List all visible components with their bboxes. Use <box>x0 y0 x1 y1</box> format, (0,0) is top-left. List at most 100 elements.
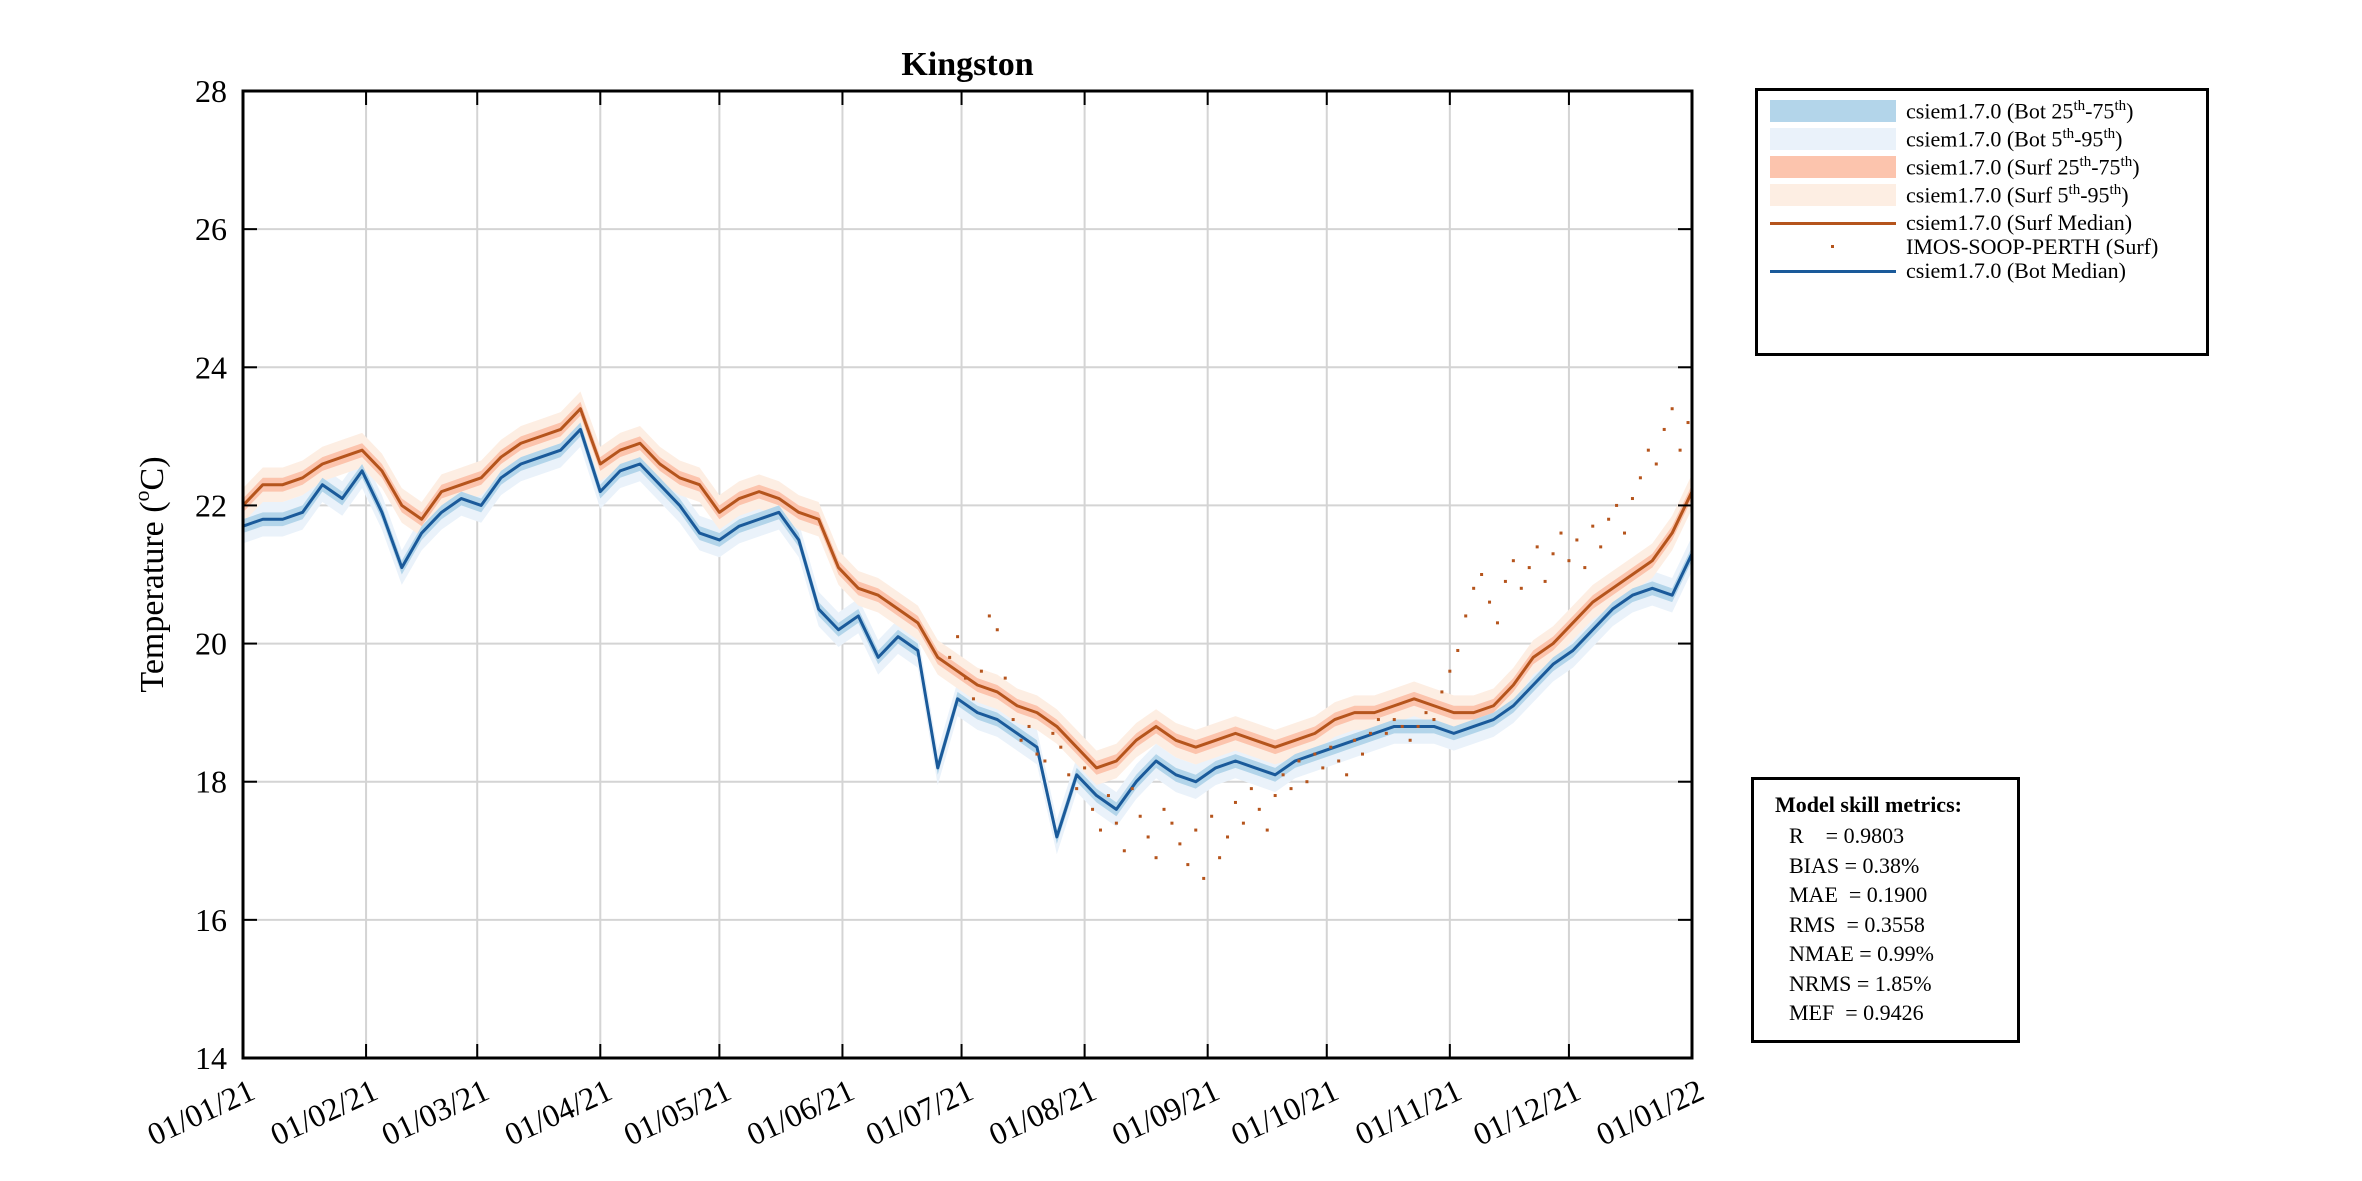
legend: csiem1.7.0 (Bot 25th-75th) csiem1.7.0 (Bo… <box>1755 88 2209 356</box>
axis-ticks: 14 16 18 20 22 24 26 28 01/01/21 01/02/2101/03/21… <box>142 73 1709 1152</box>
observation-point <box>1638 476 1642 480</box>
legend-label: csiem1.7.0 (Surf 5th-95th) <box>1906 182 2129 208</box>
observation-point <box>1591 524 1595 528</box>
legend-label-sup: th <box>2068 182 2081 198</box>
x-tick-label: 01/09/21 <box>1106 1072 1224 1153</box>
observation-point <box>971 697 975 701</box>
skill-metrics-title: Model skill metrics: <box>1775 792 1962 817</box>
observation-point <box>1170 821 1174 825</box>
x-tick-label: 01/07/21 <box>860 1072 978 1153</box>
observation-point <box>1670 407 1674 411</box>
legend-label: csiem1.7.0 (Surf Median) <box>1906 210 2132 236</box>
observation-point <box>1464 614 1468 618</box>
x-tick-label: 01/04/21 <box>499 1072 617 1153</box>
observation-point <box>1559 531 1563 535</box>
observation-point <box>1376 718 1380 722</box>
observation-point <box>1313 752 1317 756</box>
metric-mae: MAE = 0.1900 <box>1789 882 1928 907</box>
observation-point <box>1226 835 1230 839</box>
observation-point <box>1384 731 1388 735</box>
legend-label-mid: -75 <box>2091 154 2121 180</box>
observation-point <box>995 628 999 632</box>
y-axis-label: Temperature (oC) <box>129 456 171 692</box>
observation-point <box>1678 448 1682 452</box>
observation-point <box>1003 676 1007 680</box>
observation-point <box>1265 828 1269 832</box>
observation-point <box>1408 738 1412 742</box>
observation-point <box>1210 814 1214 818</box>
observation-point <box>1218 856 1222 860</box>
metric-nrms: NRMS = 1.85% <box>1789 970 1932 996</box>
observation-point <box>1337 759 1341 763</box>
observation-point <box>1059 745 1063 749</box>
observation-point <box>1019 738 1023 742</box>
x-tick-label: 01/01/21 <box>142 1072 260 1153</box>
observation-point <box>1027 724 1031 728</box>
observation-point <box>1257 807 1261 811</box>
legend-entry: csiem1.7.0 (Bot 5th-95th) <box>1758 123 2206 153</box>
observation-point <box>1249 787 1253 791</box>
legend-entry: csiem1.7.0 (Surf Median) <box>1758 207 2206 237</box>
observation-point <box>1305 780 1309 784</box>
legend-label-sup: th <box>2062 126 2075 142</box>
observation-point <box>1138 814 1142 818</box>
legend-entry: csiem1.7.0 (Surf 25th-75th) <box>1758 151 2206 181</box>
y-axis-label-degree: o <box>129 490 154 501</box>
legend-label-text: csiem1.7.0 (Bot Median) <box>1906 258 2126 283</box>
legend-label-sup: th <box>2073 98 2086 114</box>
x-tick-label: 01/02/21 <box>265 1072 383 1153</box>
legend-label-mid: -75 <box>2085 98 2115 124</box>
observation-point <box>1495 621 1499 625</box>
observation-point <box>948 655 952 659</box>
observation-point <box>1321 766 1325 770</box>
observation-point <box>1233 800 1237 804</box>
observation-point <box>1353 738 1357 742</box>
y-tick-label: 18 <box>195 764 227 800</box>
legend-label: csiem1.7.0 (Bot Median) <box>1906 258 2126 284</box>
y-tick-label: 20 <box>195 626 227 662</box>
series-layer <box>241 391 1694 880</box>
observation-point <box>1186 863 1190 867</box>
legend-entry: csiem1.7.0 (Surf 5th-95th) <box>1758 179 2206 209</box>
observation-point <box>1273 794 1277 798</box>
observation-point <box>1575 538 1579 542</box>
legend-label-text: csiem1.7.0 (Bot 25 <box>1906 98 2074 124</box>
legend-band-swatch <box>1770 184 1896 206</box>
legend-label-sup: th <box>2109 182 2122 198</box>
legend-entry: csiem1.7.0 (Bot Median) <box>1758 255 2206 285</box>
metric-bias: BIAS = 0.38% <box>1789 852 1920 878</box>
observation-point <box>1329 745 1333 749</box>
x-tick-label: 01/01/22 <box>1591 1072 1709 1153</box>
observation-point <box>1289 787 1293 791</box>
observation-point <box>1297 759 1301 763</box>
observation-point <box>1599 545 1603 549</box>
chart-title: Kingston <box>901 46 1033 83</box>
metric-rms: RMS = 0.3558 <box>1789 911 1925 937</box>
x-tick-label: 01/11/21 <box>1350 1072 1467 1152</box>
observation-point <box>1178 842 1182 846</box>
observation-point <box>1456 648 1460 652</box>
legend-label-end: ) <box>2121 182 2129 208</box>
legend-label-text: csiem1.7.0 (Surf 5 <box>1906 182 2069 208</box>
observation-point <box>979 669 983 673</box>
metric-nmae: NMAE = 0.99% <box>1789 941 1935 966</box>
legend-label-text: IMOS-SOOP-PERTH (Surf) <box>1906 234 2159 259</box>
observation-point <box>1543 579 1547 583</box>
observation-point <box>1098 828 1102 832</box>
y-tick-label: 26 <box>195 211 227 247</box>
observation-point <box>1432 718 1436 722</box>
observation-point <box>1654 462 1658 466</box>
observation-point <box>956 635 960 639</box>
observation-point <box>1067 773 1071 777</box>
legend-label-text: csiem1.7.0 (Bot 5 <box>1906 126 2063 152</box>
legend-entry: csiem1.7.0 (Bot 25th-75th) <box>1758 95 2206 125</box>
observation-point <box>1345 773 1349 777</box>
legend-label-mid: -95 <box>2080 182 2110 208</box>
x-tick-label: 01/03/21 <box>376 1072 494 1153</box>
observation-point <box>1091 807 1095 811</box>
observation-point <box>1646 448 1650 452</box>
metric-mef: MEF = 0.9426 <box>1789 1000 1924 1025</box>
observation-point <box>1630 497 1634 501</box>
observation-point <box>1051 731 1055 735</box>
